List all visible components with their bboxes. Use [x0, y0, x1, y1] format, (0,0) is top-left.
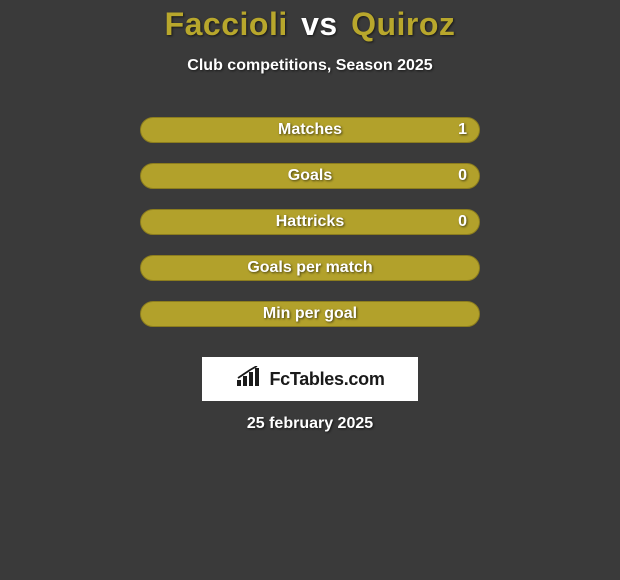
stat-bar: Goals per match [140, 255, 480, 281]
stat-rows: Matches 1 Goals 0 Hattricks 0 Goals per match M… [140, 117, 480, 347]
date: 25 february 2025 [247, 415, 373, 433]
stat-row: Matches 1 [140, 117, 480, 143]
stat-row: Hattricks 0 [140, 209, 480, 235]
stat-value: 1 [458, 121, 467, 139]
title-player2: Quiroz [351, 6, 455, 42]
stat-value: 0 [458, 213, 467, 231]
stat-value: 0 [458, 167, 467, 185]
stat-label: Goals [288, 167, 332, 185]
chart-icon [235, 366, 263, 393]
stat-label: Min per goal [263, 305, 357, 323]
page-title: Faccioli vs Quiroz [165, 6, 456, 43]
logo-box: FcTables.com [202, 357, 418, 401]
stat-row: Goals per match [140, 255, 480, 281]
subtitle: Club competitions, Season 2025 [187, 57, 432, 75]
logo-text: FcTables.com [269, 369, 384, 390]
logo: FcTables.com [235, 366, 384, 393]
stat-row: Min per goal [140, 301, 480, 327]
stat-bar: Goals 0 [140, 163, 480, 189]
stat-bar: Matches 1 [140, 117, 480, 143]
title-player1: Faccioli [165, 6, 288, 42]
stat-bar: Hattricks 0 [140, 209, 480, 235]
stat-row: Goals 0 [140, 163, 480, 189]
title-vs: vs [301, 6, 338, 42]
stat-label: Hattricks [276, 213, 344, 231]
stat-label: Matches [278, 121, 342, 139]
content-wrapper: Faccioli vs Quiroz Club competitions, Se… [0, 0, 620, 580]
stat-bar: Min per goal [140, 301, 480, 327]
stat-label: Goals per match [247, 259, 372, 277]
